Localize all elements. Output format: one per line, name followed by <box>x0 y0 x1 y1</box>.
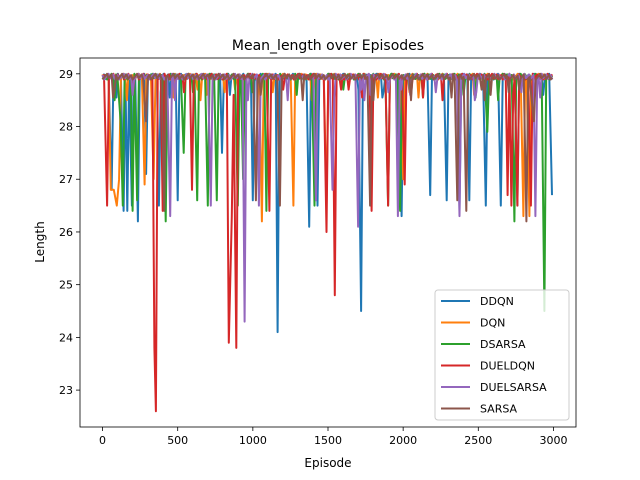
x-axis: 0 500 1000 1500 2000 2500 3000 <box>99 427 567 447</box>
y-axis-label: Length <box>33 221 47 262</box>
x-tick-label: 2500 <box>464 434 492 447</box>
y-tick-label: 24 <box>59 331 73 344</box>
y-tick-label: 25 <box>59 279 73 292</box>
chart-title: Mean_length over Episodes <box>232 38 424 54</box>
x-tick-label: 1500 <box>314 434 342 447</box>
legend-label-dsarsa: DSARSA <box>480 338 526 351</box>
legend-label-duelsarsa: DUELSARSA <box>480 381 547 394</box>
legend: DDQN DQN DSARSA DUELDQN DUELSARSA SARSA <box>434 289 570 421</box>
legend-label-ddqn: DDQN <box>480 295 514 308</box>
x-tick-label: 3000 <box>539 434 567 447</box>
y-tick-label: 23 <box>59 384 73 397</box>
y-tick-label: 29 <box>59 68 73 81</box>
y-tick-label: 26 <box>59 226 73 239</box>
legend-frame <box>434 289 570 421</box>
x-tick-label: 500 <box>167 434 188 447</box>
x-axis-label: Episode <box>304 456 351 470</box>
y-axis: 23 24 25 26 27 28 29 <box>59 68 80 397</box>
legend-label-sarsa: SARSA <box>480 403 518 416</box>
x-tick-label: 1000 <box>239 434 267 447</box>
series-layer <box>101 72 554 413</box>
y-tick-label: 27 <box>59 173 73 186</box>
legend-label-dueldqn: DUELDQN <box>480 360 535 373</box>
x-tick-label: 2000 <box>389 434 417 447</box>
y-tick-label: 28 <box>59 121 73 134</box>
series-line-sarsa <box>101 72 554 223</box>
x-tick-label: 0 <box>99 434 106 447</box>
legend-label-dqn: DQN <box>480 317 505 330</box>
